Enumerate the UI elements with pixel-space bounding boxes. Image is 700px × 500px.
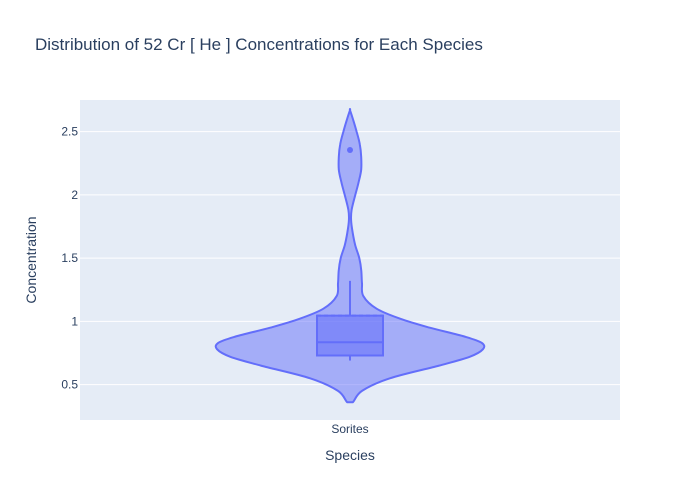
y-tick-label: 1.5 (61, 251, 78, 265)
y-tick-label: 1 (71, 314, 78, 328)
y-axis-title: Concentration (23, 216, 39, 303)
box-iqr (316, 314, 384, 357)
x-tick-label: Sorites (331, 422, 368, 436)
y-tick-labels: 0.5 1 1.5 2 2.5 (61, 125, 78, 392)
y-tick-label: 0.5 (61, 378, 78, 392)
y-tick-label: 2 (71, 188, 78, 202)
violin-traces (214, 107, 486, 404)
x-axis-title: Species (325, 447, 375, 463)
x-tick-labels: Sorites (331, 422, 368, 436)
outlier-point (347, 146, 353, 153)
chart-title: Distribution of 52 Cr [ He ] Concentrati… (35, 35, 483, 54)
y-tick-label: 2.5 (61, 125, 78, 139)
violin-body (214, 107, 486, 404)
